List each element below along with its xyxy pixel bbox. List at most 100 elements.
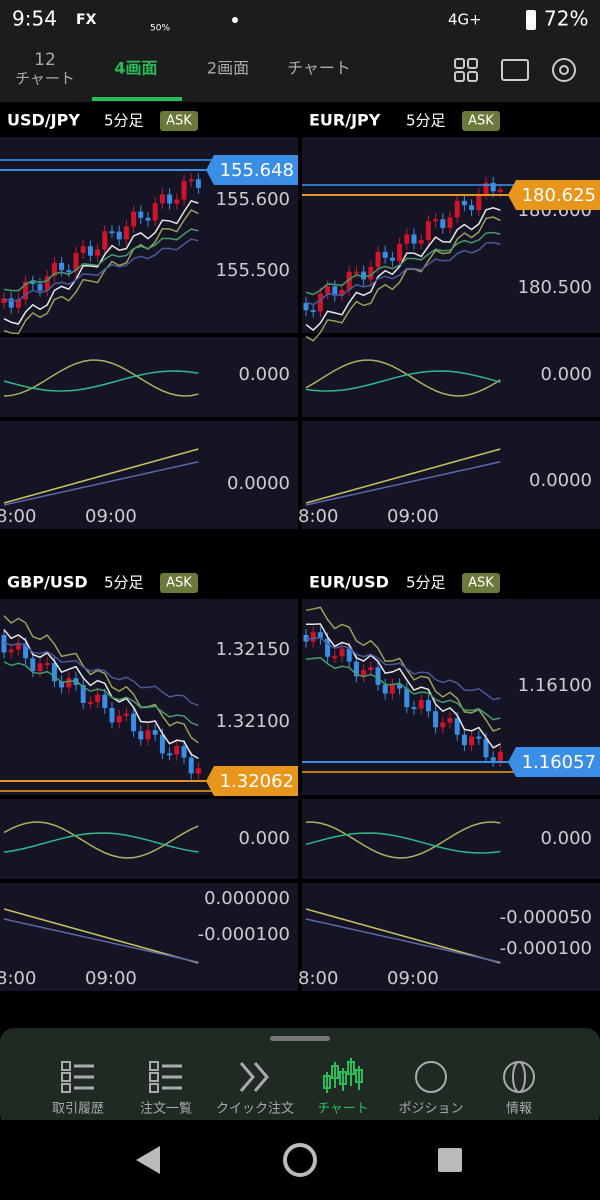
moving-average: [3, 238, 199, 302]
moving-average: [305, 623, 501, 749]
price-tag: 180.625: [522, 185, 596, 206]
time-axis-label: 09:00: [387, 506, 439, 527]
moving-average: [3, 629, 199, 760]
price-axis-label: 1.32100: [216, 711, 290, 732]
time-axis-label: 8:00: [298, 968, 338, 989]
candle-body: [303, 303, 309, 311]
oscillator-line: [3, 908, 199, 964]
candle-body: [389, 684, 395, 694]
candle-body: [346, 271, 352, 290]
candle-body: [368, 266, 374, 280]
nav-icon: [347, 1061, 355, 1075]
candle-body: [418, 700, 424, 709]
candle-body: [131, 211, 137, 227]
timeframe: 5分足: [406, 112, 446, 130]
system-nav: [0, 1120, 600, 1200]
candle-body: [145, 730, 151, 740]
candle-body: [37, 663, 43, 672]
osc-axis-label: 0.000: [540, 364, 592, 385]
toolbar-icons[interactable]: [454, 58, 576, 82]
candle-body: [404, 688, 410, 708]
osc-axis-label: -0.000100: [500, 938, 592, 959]
candle-body: [102, 231, 108, 250]
chart-panel[interactable]: GBP/USD 5分足 ASK1.321501.321001.320620.0000…: [0, 565, 298, 991]
candle-body: [425, 221, 431, 240]
oscillator-line: [3, 821, 199, 859]
nav-label: クイック注文: [216, 1102, 294, 1117]
osc-axis-label: 0.000: [540, 828, 592, 849]
price-tag-bg: [206, 766, 298, 796]
candle-body: [159, 194, 165, 204]
osc-axis-label: -0.000100: [198, 924, 290, 945]
tab-label[interactable]: チャート: [287, 59, 351, 78]
osc-axis-label: 0.000: [238, 828, 290, 849]
moving-average: [3, 209, 199, 335]
recents-button[interactable]: [438, 1148, 462, 1172]
tab-count[interactable]: 12: [34, 50, 56, 70]
candle-body: [188, 757, 194, 774]
candle-body: [145, 217, 151, 221]
tab-label[interactable]: 2画面: [207, 59, 249, 78]
nav-item[interactable]: 取引履歴: [52, 1061, 104, 1117]
price-axis-label: 155.600: [216, 189, 290, 210]
candle-body: [361, 271, 367, 280]
candle-body: [66, 270, 72, 273]
candle-body: [310, 632, 316, 642]
candle-body: [174, 746, 180, 755]
oscillator-line: [305, 359, 501, 397]
candle-body: [8, 649, 14, 653]
nav-item[interactable]: クイック注文: [216, 1062, 294, 1117]
oscillator-line: [3, 448, 199, 504]
candle-body: [123, 713, 129, 716]
nav-item[interactable]: 情報: [503, 1061, 535, 1117]
nav-item[interactable]: 注文一覧: [140, 1061, 192, 1117]
tab-label[interactable]: チャート: [15, 70, 75, 88]
chart-panel[interactable]: EUR/JPY 5分足 ASK180.600180.500180.6250.0000…: [298, 103, 600, 529]
status-fx: FX: [76, 12, 97, 28]
candle-body: [138, 211, 144, 218]
home-button[interactable]: [283, 1143, 317, 1177]
candle-body: [116, 715, 122, 723]
pair-name: USD/JPY: [7, 111, 80, 130]
pair-name: EUR/USD: [309, 573, 389, 592]
candle-body: [325, 286, 331, 294]
candle-body: [454, 200, 460, 218]
price-tag-bg: [206, 155, 298, 185]
side-badge-bg: [462, 573, 500, 593]
moving-average: [305, 241, 501, 306]
status-saver: 50%: [150, 24, 170, 34]
chart-area: [0, 599, 298, 795]
candle-body: [167, 753, 173, 756]
candle-body: [483, 738, 489, 758]
oscillator-line: [305, 461, 501, 506]
tab-label-active[interactable]: 4画面: [114, 59, 157, 78]
nav-item[interactable]: チャート: [317, 1058, 369, 1117]
candle-body: [411, 707, 417, 710]
chart-panel[interactable]: USD/JPY 5分足 ASK155.600155.500155.6480.0000…: [0, 103, 298, 529]
back-button[interactable]: [136, 1146, 160, 1174]
candle-body: [15, 299, 21, 308]
candle-body: [490, 757, 496, 761]
candle-body: [131, 713, 137, 732]
nav-label: チャート: [317, 1102, 369, 1117]
status-battery: 72%: [544, 7, 588, 31]
candle-body: [476, 193, 482, 211]
sheet-handle[interactable]: [270, 1036, 330, 1041]
moving-average: [3, 615, 199, 744]
panel-header: [0, 103, 298, 137]
candle-body: [325, 638, 331, 657]
candle-body: [339, 289, 345, 296]
candle-body: [440, 219, 446, 228]
candle-body: [80, 684, 86, 703]
osc-axis-label: 0.0000: [227, 473, 290, 494]
nav-item[interactable]: ポジション: [398, 1061, 464, 1117]
candle-body: [1, 298, 7, 303]
candle-body: [30, 658, 36, 672]
chart-panels: USD/JPY 5分足 ASK155.600155.500155.6480.0000…: [0, 103, 600, 991]
candle-body: [497, 189, 503, 192]
status-time: 9:54: [12, 7, 57, 31]
nav-icon: [239, 1062, 269, 1092]
chart-panel[interactable]: EUR/USD 5分足 ASK 1.16100 1.16057 0.000 -0.00005…: [298, 565, 600, 991]
candle-body: [59, 681, 65, 688]
